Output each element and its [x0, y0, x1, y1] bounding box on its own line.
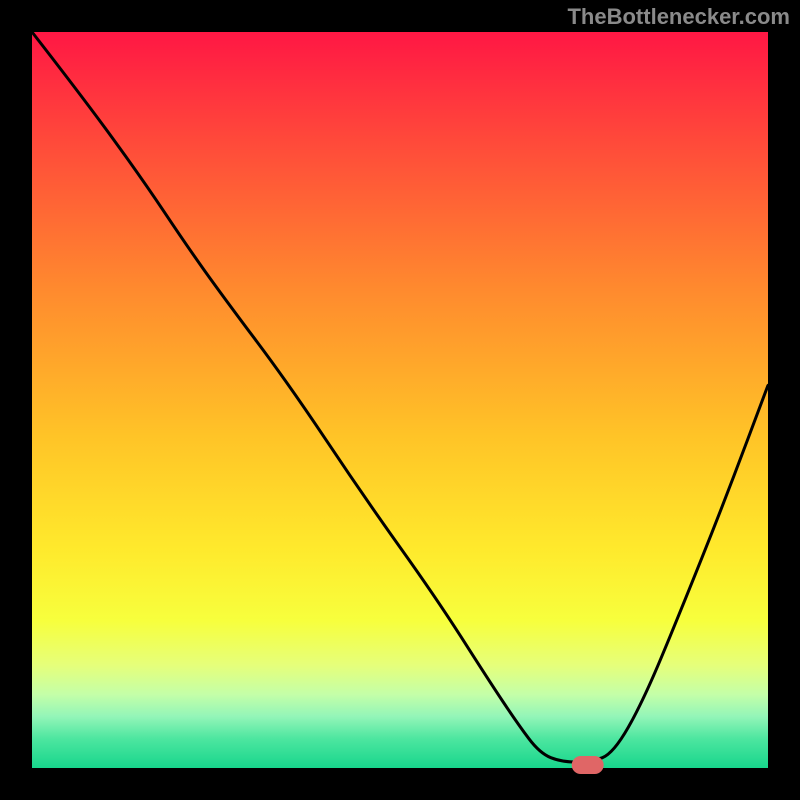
optimal-marker: [572, 756, 604, 774]
plot-background: [32, 32, 768, 768]
watermark-label: TheBottlenecker.com: [567, 4, 790, 30]
bottleneck-chart: [0, 0, 800, 800]
chart-container: TheBottlenecker.com: [0, 0, 800, 800]
